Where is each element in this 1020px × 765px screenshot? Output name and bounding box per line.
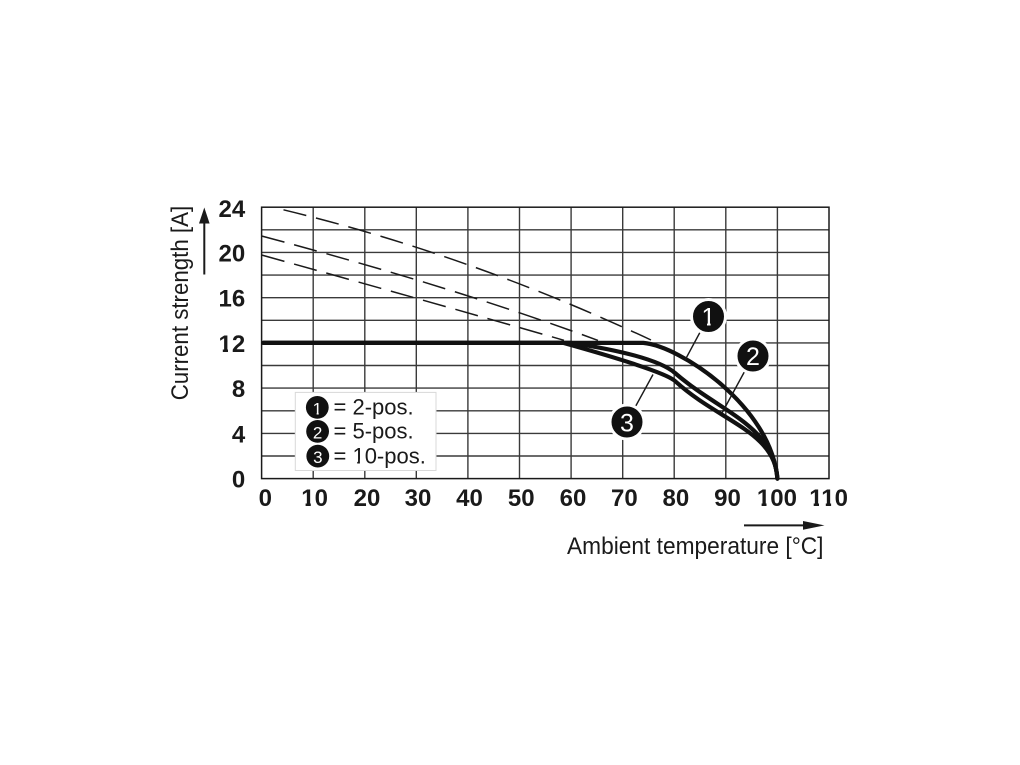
svg-text:70: 70 <box>611 485 638 512</box>
svg-text:0: 0 <box>232 467 245 494</box>
svg-text:30: 30 <box>405 485 432 512</box>
svg-text:60: 60 <box>560 485 587 512</box>
svg-text:2: 2 <box>313 424 322 443</box>
svg-text:1: 1 <box>702 303 716 331</box>
svg-text:8: 8 <box>232 376 245 403</box>
svg-text:3: 3 <box>620 409 634 437</box>
svg-text:= 10-pos.: = 10-pos. <box>334 443 426 468</box>
svg-text:Ambient temperature [°C]: Ambient temperature [°C] <box>567 533 824 560</box>
svg-text:= 5-pos.: = 5-pos. <box>334 419 414 444</box>
svg-text:110: 110 <box>809 485 848 512</box>
svg-text:= 2-pos.: = 2-pos. <box>334 395 414 420</box>
svg-text:0: 0 <box>259 485 272 512</box>
svg-text:3: 3 <box>313 448 322 467</box>
svg-text:10: 10 <box>301 485 328 512</box>
svg-text:100: 100 <box>757 485 797 512</box>
svg-text:20: 20 <box>354 485 381 512</box>
svg-text:1: 1 <box>313 400 322 419</box>
svg-text:Current strength [A]: Current strength [A] <box>167 206 194 400</box>
svg-text:16: 16 <box>218 286 245 313</box>
svg-text:20: 20 <box>218 240 245 267</box>
svg-text:80: 80 <box>663 485 690 512</box>
svg-text:2: 2 <box>746 343 760 371</box>
svg-text:40: 40 <box>456 485 483 512</box>
svg-text:50: 50 <box>508 485 535 512</box>
svg-text:12: 12 <box>218 331 245 358</box>
svg-text:90: 90 <box>714 485 741 512</box>
svg-text:4: 4 <box>232 421 246 448</box>
svg-text:24: 24 <box>218 196 245 223</box>
